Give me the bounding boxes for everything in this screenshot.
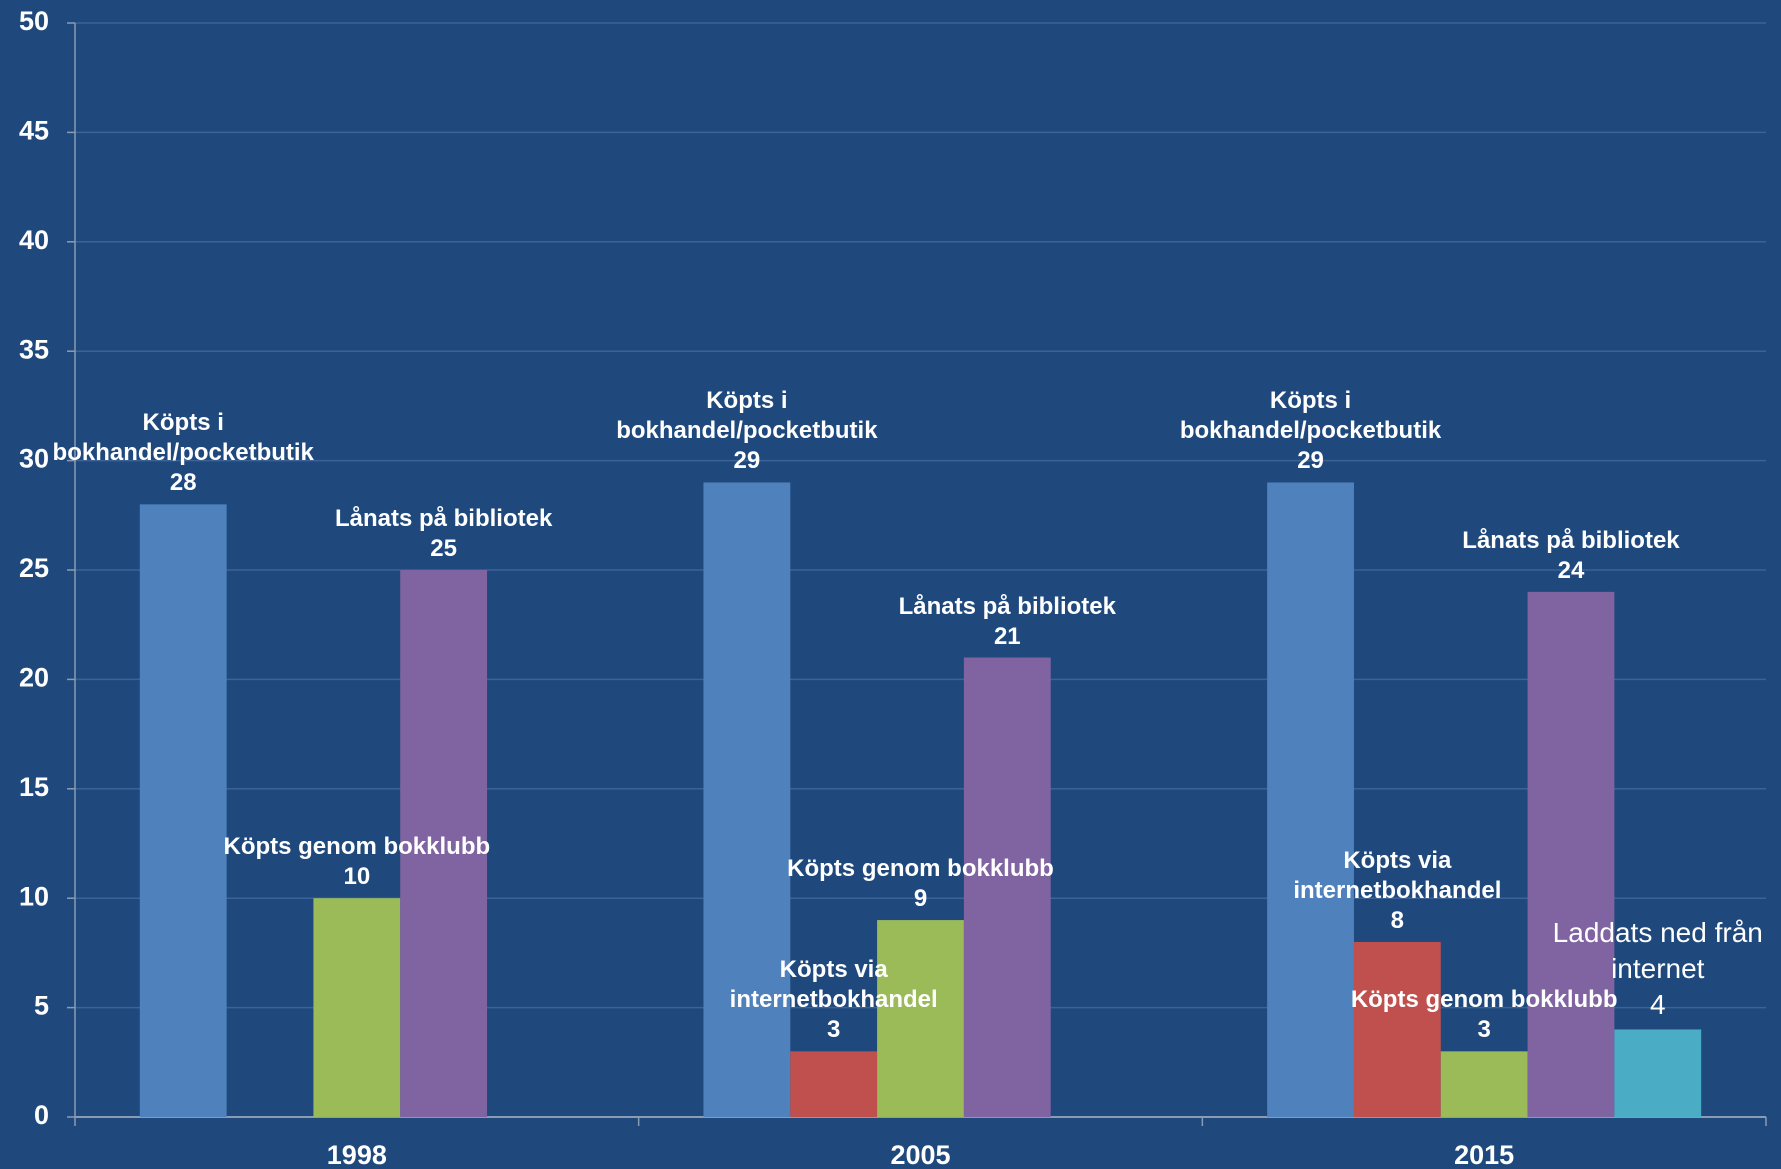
y-tick-label: 0 xyxy=(34,1100,49,1130)
y-tick-label: 35 xyxy=(19,334,49,364)
data-label-value: 3 xyxy=(827,1016,841,1044)
data-label: Köpts genom bokklubb 3 xyxy=(1329,985,1639,1045)
data-label-value: 10 xyxy=(343,863,371,891)
data-label-name: Lånats på bibliotek xyxy=(898,592,1116,620)
data-label-value: 28 xyxy=(169,469,197,497)
data-label: Köpts via internetbokhandel 3 xyxy=(679,955,989,1045)
data-label-value: 4 xyxy=(1649,989,1666,1021)
y-tick-label: 15 xyxy=(19,772,49,802)
data-label-value: 25 xyxy=(430,535,457,562)
data-label-value: 29 xyxy=(733,447,761,475)
y-tick-label: 30 xyxy=(19,444,49,474)
data-label-name: Lånats på bibliotek xyxy=(1462,526,1680,554)
bar xyxy=(963,657,1051,1117)
data-label: Köpts i bokhandel/pocketbutik 29 xyxy=(592,386,902,476)
data-label-value: 21 xyxy=(993,622,1021,650)
x-tick-label: 1998 xyxy=(327,1140,387,1169)
bar xyxy=(139,504,227,1117)
bar xyxy=(1440,1051,1528,1117)
data-label-value: 24 xyxy=(1557,556,1585,584)
data-label-name: Köpts genom bokklubb xyxy=(1350,986,1618,1014)
y-tick-label: 50 xyxy=(19,6,49,36)
data-label: Lånats på bibliotek 25 xyxy=(289,504,599,564)
data-label-name: Köpts i bokhandel/pocketbutik xyxy=(1179,387,1442,445)
data-label-name: Köpts i bokhandel/pocketbutik xyxy=(52,409,314,467)
y-tick-label: 5 xyxy=(34,991,49,1021)
y-tick-label: 40 xyxy=(19,225,49,255)
data-label: Köpts via internetbokhandel 8 xyxy=(1242,846,1552,936)
bar xyxy=(313,898,401,1117)
x-tick-label: 2015 xyxy=(1454,1140,1514,1169)
bar xyxy=(877,920,964,1117)
bar xyxy=(703,482,791,1118)
data-label-name: Lånats på bibliotek xyxy=(334,505,553,532)
bar xyxy=(1353,941,1441,1117)
y-tick-label: 20 xyxy=(19,663,49,693)
y-tick-label: 45 xyxy=(19,116,49,146)
data-label-name: Laddats ned från internet xyxy=(1552,917,1763,985)
bar xyxy=(400,570,488,1117)
data-label: Köpts i bokhandel/pocketbutik 28 xyxy=(28,408,338,498)
data-label: Lånats på bibliotek 24 xyxy=(1416,526,1726,586)
data-label: Köpts genom bokklubb 10 xyxy=(202,832,512,892)
data-label: Lånats på bibliotek 21 xyxy=(852,592,1162,652)
data-label-value: 3 xyxy=(1477,1016,1491,1044)
data-label-name: Köpts via internetbokhandel xyxy=(729,956,938,1014)
data-label-value: 29 xyxy=(1297,447,1324,475)
bar xyxy=(790,1051,878,1117)
data-label-name: Köpts genom bokklubb xyxy=(223,833,491,861)
data-label: Köpts i bokhandel/pocketbutik 29 xyxy=(1156,386,1466,476)
bar xyxy=(1614,1029,1702,1117)
data-label-name: Köpts via internetbokhandel xyxy=(1293,846,1502,904)
bar xyxy=(1527,591,1615,1117)
data-label: Laddats ned från internet 4 xyxy=(1503,915,1781,1023)
data-label: Köpts genom bokklubb 9 xyxy=(766,854,1076,914)
y-tick-label: 25 xyxy=(19,553,49,583)
data-label-value: 8 xyxy=(1390,906,1405,934)
y-tick-label: 10 xyxy=(19,881,49,911)
data-label-value: 9 xyxy=(913,885,928,913)
data-label-name: Köpts genom bokklubb xyxy=(787,855,1054,883)
bar xyxy=(1267,482,1354,1118)
x-tick-label: 2005 xyxy=(890,1140,950,1169)
data-label-name: Köpts i bokhandel/pocketbutik xyxy=(616,387,878,445)
